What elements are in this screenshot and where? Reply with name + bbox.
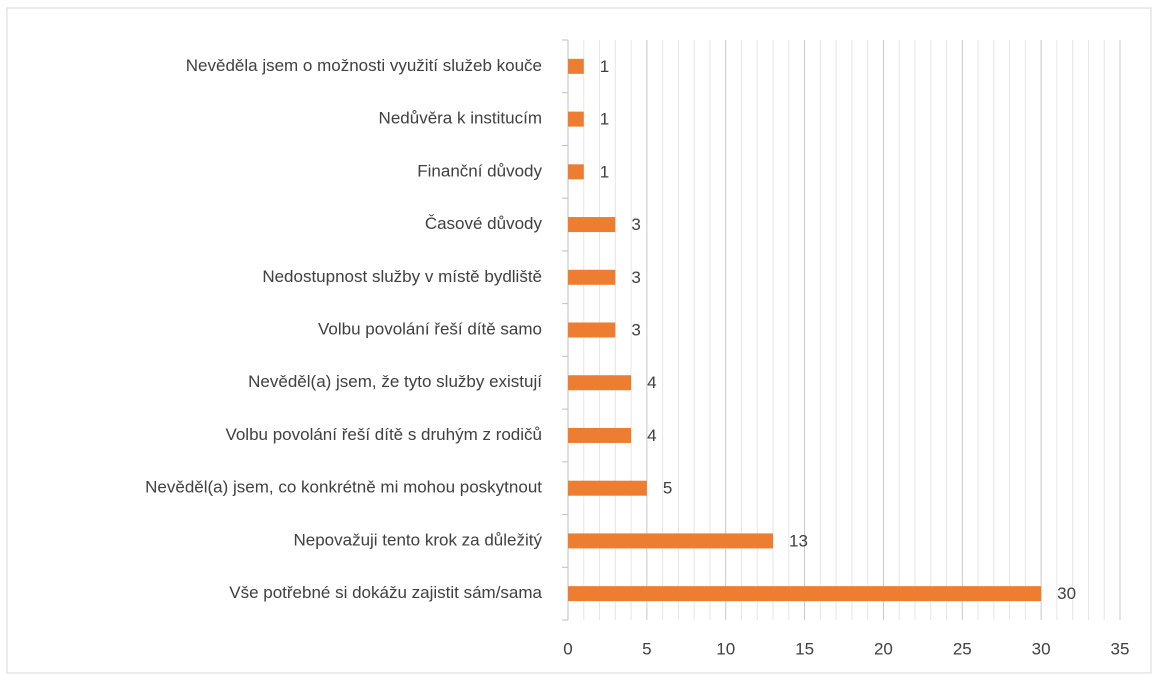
- data-label: 1: [600, 57, 609, 76]
- bar: [568, 533, 774, 549]
- y-tick-label: Nedůvěra k institucím: [379, 109, 542, 128]
- bar: [568, 269, 616, 285]
- bar: [568, 427, 632, 443]
- y-tick-label: Finanční důvody: [417, 161, 542, 180]
- y-tick-label: Volbu povolání řeší dítě s druhým z rodi…: [225, 425, 542, 444]
- x-tick-label: 25: [953, 639, 972, 658]
- data-label: 4: [647, 426, 656, 445]
- bar: [568, 217, 616, 233]
- data-label: 5: [663, 479, 672, 498]
- bar: [568, 586, 1042, 602]
- data-label: 4: [647, 373, 656, 392]
- y-tick-label: Nevěděl(a) jsem, co konkrétně mi mohou p…: [145, 478, 542, 497]
- bar: [568, 480, 647, 496]
- bar: [568, 164, 584, 180]
- y-tick-label: Nevěděl(a) jsem, že tyto služby existují: [248, 372, 542, 391]
- x-tick-label: 10: [716, 639, 735, 658]
- y-tick-label: Nepovažuji tento krok za důležitý: [293, 530, 542, 549]
- data-label: 3: [631, 268, 640, 287]
- bar: [568, 322, 616, 338]
- y-tick-label: Časové důvody: [425, 214, 543, 233]
- bar: [568, 58, 584, 74]
- data-label: 3: [631, 215, 640, 234]
- x-tick-label: 15: [795, 639, 814, 658]
- data-label: 3: [631, 320, 640, 339]
- data-label: 13: [789, 531, 808, 550]
- y-tick-label: Volbu povolání řeší dítě samo: [318, 319, 542, 338]
- bar: [568, 375, 632, 391]
- bar: [568, 111, 584, 127]
- x-tick-label: 5: [642, 639, 651, 658]
- x-tick-label: 35: [1111, 639, 1130, 658]
- data-label: 1: [600, 110, 609, 129]
- x-tick-label: 0: [563, 639, 572, 658]
- x-tick-label: 30: [1032, 639, 1051, 658]
- chart-frame: [6, 7, 1152, 674]
- y-tick-label: Vše potřebné si dokážu zajistit sám/sama: [229, 583, 542, 602]
- x-tick-label: 20: [874, 639, 893, 658]
- y-tick-label: Nedostupnost služby v místě bydliště: [262, 267, 542, 286]
- data-label: 1: [600, 162, 609, 181]
- data-label: 30: [1057, 584, 1076, 603]
- y-tick-label: Nevěděla jsem o možnosti využití služeb …: [186, 56, 542, 75]
